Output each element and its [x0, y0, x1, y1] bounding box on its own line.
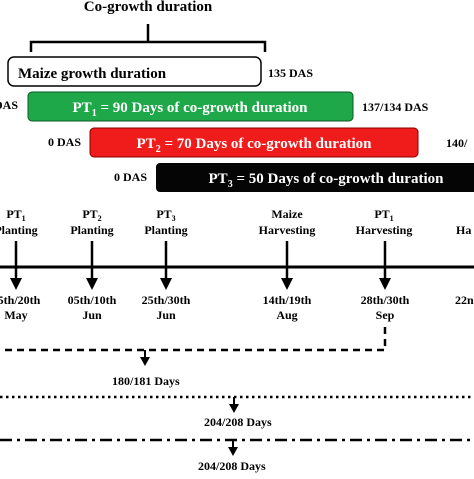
event-partial-action: Ha — [456, 223, 471, 237]
pt2-duration-bar — [89, 127, 419, 158]
maize-duration-end: 135 DAS — [268, 66, 313, 80]
pt1-duration-bar — [27, 91, 354, 122]
maize-duration-bar — [7, 56, 262, 87]
event-pt1-planting-date: 25th/20th — [0, 293, 41, 307]
pt2-start-label: 0 DAS — [48, 135, 81, 149]
event-pt1-planting-name: PT1 — [6, 207, 25, 223]
duration-arrow-head-1 — [140, 357, 150, 366]
duration-arrow-head-2 — [229, 404, 239, 413]
event-pt3-planting-name: PT3 — [156, 207, 175, 223]
event-pt1-harvest-action: Harvesting — [356, 223, 413, 237]
event-pt1-harvest-name: PT1 — [374, 207, 393, 223]
event-partial-date: 22n — [455, 293, 474, 307]
event-pt2-planting-date: 05th/10th — [68, 293, 117, 307]
event-pt2-planting-action: Planting — [70, 223, 113, 237]
pt1-end-label: 137/134 DAS — [362, 100, 429, 114]
event-pt2-planting-month: Jun — [82, 308, 102, 322]
duration-arrow-head-3 — [228, 447, 238, 456]
pt3-duration-bar — [156, 163, 474, 192]
maize-duration-label: Maize growth duration — [18, 66, 167, 82]
event-pt1-planting-month: May — [4, 308, 27, 322]
event-arrows — [10, 241, 391, 290]
diagram-title: Co-growth duration — [84, 0, 213, 15]
pt1-duration-label: PT1 = 90 Days of co-growth duration — [73, 100, 309, 119]
event-pt3-planting-month: Jun — [156, 308, 176, 322]
event-maize-harvest-date: 14th/19th — [263, 293, 312, 307]
duration-line-dashed — [0, 327, 387, 352]
event-pt1-planting-action: Planting — [0, 223, 38, 237]
pt2-duration-label: PT2 = 70 Days of co-growth duration — [137, 136, 373, 155]
event-pt2-planting-name: PT2 — [82, 207, 101, 223]
event-pt1-harvest-date: 28th/30th — [361, 293, 410, 307]
duration-label-2: 204/208 Days — [204, 415, 272, 429]
co-growth-bracket — [29, 24, 267, 52]
pt1-start-label: 0 DAS — [0, 98, 18, 112]
pt3-start-label: 0 DAS — [114, 170, 147, 184]
event-pt3-planting-date: 25th/30th — [142, 293, 191, 307]
event-maize-harvest-action: Harvesting — [259, 223, 316, 237]
duration-label-3: 204/208 Days — [198, 459, 266, 473]
duration-label-1: 180/181 Days — [112, 374, 180, 388]
event-pt3-planting-action: Planting — [144, 223, 187, 237]
event-maize-harvest-name: Maize — [271, 207, 303, 221]
event-pt1-harvest-month: Sep — [376, 308, 395, 322]
pt2-end-label: 140/ — [446, 136, 468, 150]
event-maize-harvest-month: Aug — [276, 308, 297, 322]
pt3-duration-label: PT3 = 50 Days of co-growth duration — [209, 171, 445, 190]
